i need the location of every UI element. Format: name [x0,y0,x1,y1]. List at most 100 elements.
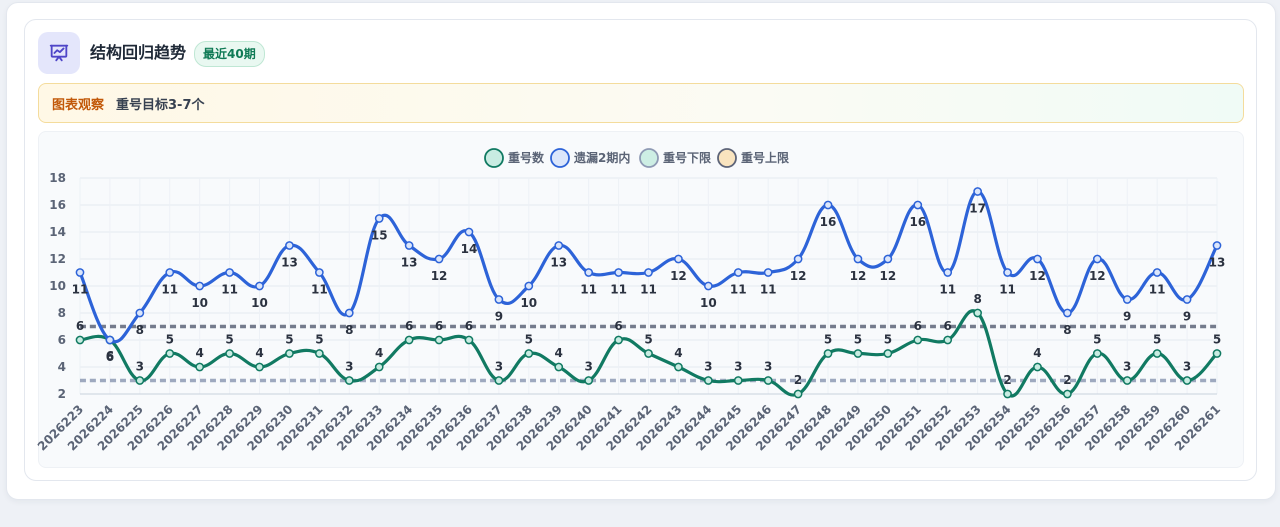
point-repeat-count [913,335,923,345]
data-label-missed-within-2: 11 [730,283,747,297]
data-label-missed-within-2: 9 [1123,310,1131,324]
legend-item: 遗漏2期内 [550,148,630,168]
point-missed-within-2 [763,268,773,277]
data-label-repeat-count: 3 [764,360,772,374]
data-label-missed-within-2: 13 [550,256,567,270]
data-label-repeat-count: 5 [884,333,892,347]
point-missed-within-2 [1152,268,1162,277]
y-tick-label: 14 [49,225,66,239]
legend-label: 重号下限 [663,150,711,165]
data-label-repeat-count: 5 [644,333,652,347]
legend-label: 重号上限 [741,150,789,165]
point-missed-within-2 [195,281,205,291]
point-repeat-count [255,362,264,372]
point-missed-within-2 [285,241,294,250]
note-tag: 图表观察 [52,98,105,113]
data-label-repeat-count: 6 [944,319,952,333]
data-label-missed-within-2: 11 [311,283,328,297]
series-line-missed-within-2 [78,189,1219,344]
point-missed-within-2 [733,268,743,277]
point-repeat-count [75,335,85,345]
data-label-missed-within-2: 11 [1149,283,1166,297]
data-label-repeat-count: 3 [734,360,742,374]
data-label-missed-within-2: 17 [969,202,986,216]
data-label-missed-within-2: 6 [106,350,114,364]
data-label-repeat-count: 3 [704,360,712,374]
data-label-repeat-count: 5 [285,333,293,347]
card-title: 结构回归趋势 [90,43,187,62]
data-label-missed-within-2: 11 [999,283,1016,297]
data-label-repeat-count: 3 [584,360,592,374]
data-label-repeat-count: 2 [1003,373,1011,387]
point-missed-within-2 [793,254,803,264]
data-label-missed-within-2: 12 [850,269,867,283]
data-label-missed-within-2: 13 [281,256,298,270]
point-repeat-count [644,349,653,358]
data-label-repeat-count: 5 [1093,333,1101,347]
data-label-repeat-count: 3 [1123,360,1131,374]
point-missed-within-2 [524,281,534,291]
y-tick-label: 4 [58,360,66,374]
data-label-repeat-count: 6 [614,319,622,333]
data-label-repeat-count: 4 [255,346,263,360]
point-missed-within-2 [1182,295,1192,304]
data-label-missed-within-2: 8 [1063,323,1071,337]
data-label-repeat-count: 4 [555,346,563,360]
data-label-repeat-count: 3 [345,360,353,374]
point-repeat-count [853,349,863,358]
data-label-repeat-count: 5 [315,333,323,347]
data-label-missed-within-2: 9 [1183,310,1191,324]
point-repeat-count [614,335,623,345]
point-repeat-count [883,349,893,358]
data-label-missed-within-2: 8 [345,323,353,337]
point-missed-within-2 [255,281,264,291]
point-repeat-count [135,376,145,385]
point-missed-within-2 [703,281,713,291]
point-repeat-count [1152,349,1162,358]
legend-swatch [550,148,570,168]
data-label-repeat-count: 6 [76,319,84,333]
data-label-repeat-count: 4 [1033,346,1041,360]
data-label-missed-within-2: 13 [401,256,418,270]
point-missed-within-2 [1063,308,1072,318]
data-label-missed-within-2: 16 [909,215,926,229]
point-missed-within-2 [614,268,623,277]
point-repeat-count [165,349,175,358]
point-repeat-count [225,349,234,358]
point-repeat-count [1092,349,1102,358]
data-label-missed-within-2: 12 [670,269,687,283]
data-label-missed-within-2: 12 [431,269,448,283]
data-label-repeat-count: 3 [136,360,144,374]
point-repeat-count [674,362,683,372]
data-label-repeat-count: 3 [1183,360,1191,374]
point-missed-within-2 [913,200,923,210]
data-label-missed-within-2: 10 [520,296,537,310]
data-label-repeat-count: 5 [1153,333,1161,347]
point-missed-within-2 [464,227,474,237]
point-missed-within-2 [853,254,863,264]
point-missed-within-2 [554,241,564,250]
point-missed-within-2 [1092,254,1102,264]
point-repeat-count [195,362,205,372]
point-missed-within-2 [434,254,444,264]
data-label-repeat-count: 5 [166,333,174,347]
chart-area [38,131,1244,468]
legend-label: 重号数 [508,150,545,165]
y-tick-label: 16 [49,198,66,212]
y-tick-label: 12 [49,252,66,266]
y-tick-label: 18 [49,171,66,185]
legend-swatch [717,148,737,168]
data-label-missed-within-2: 10 [191,296,208,310]
point-missed-within-2 [374,214,384,223]
point-missed-within-2 [1003,268,1012,277]
point-missed-within-2 [165,268,175,277]
point-repeat-count [1003,389,1012,399]
data-label-missed-within-2: 16 [820,215,837,229]
data-label-missed-within-2: 10 [251,296,268,310]
note-text: 重号目标3-7个 [116,98,205,113]
point-missed-within-2 [494,295,504,304]
data-label-repeat-count: 6 [435,319,443,333]
point-missed-within-2 [1033,254,1042,264]
y-tick-label: 10 [49,279,66,293]
